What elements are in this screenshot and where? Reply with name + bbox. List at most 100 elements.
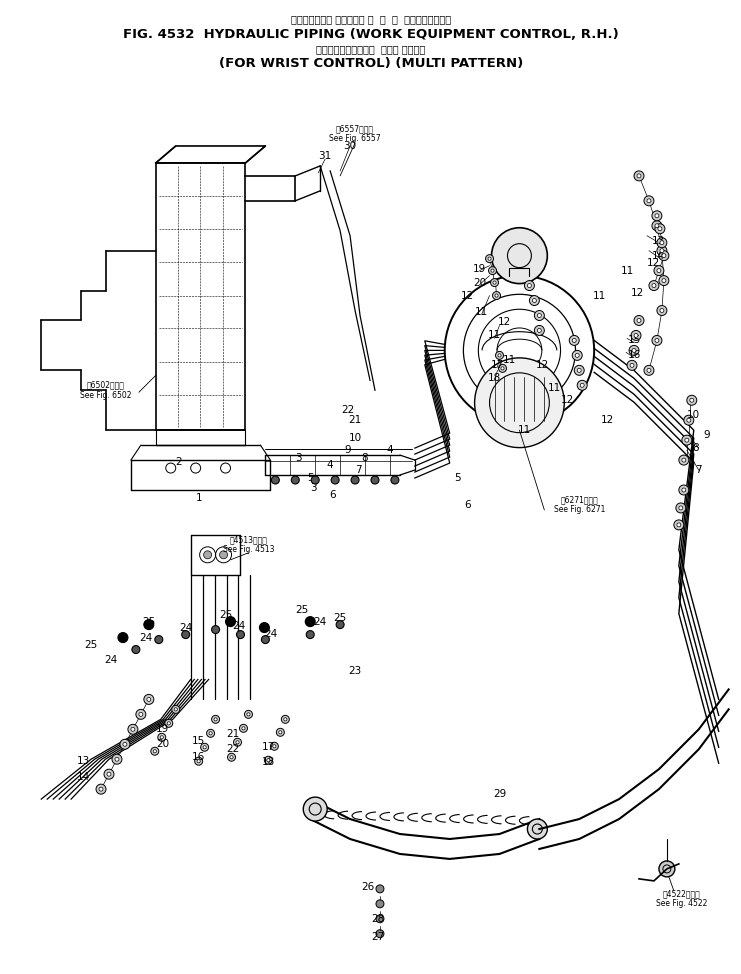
Text: 24: 24: [139, 632, 153, 643]
Circle shape: [120, 739, 130, 749]
Circle shape: [165, 720, 173, 728]
Text: 22: 22: [226, 744, 239, 754]
Circle shape: [151, 747, 159, 755]
Circle shape: [634, 316, 644, 325]
Circle shape: [331, 476, 339, 484]
Circle shape: [212, 715, 219, 724]
Circle shape: [658, 227, 662, 231]
Text: 25: 25: [296, 605, 309, 615]
Text: 6: 6: [465, 500, 471, 510]
Circle shape: [284, 718, 287, 721]
Circle shape: [684, 415, 694, 426]
Circle shape: [311, 476, 319, 484]
Text: 1: 1: [196, 493, 202, 503]
Circle shape: [147, 697, 151, 701]
Text: 12: 12: [600, 415, 614, 426]
Circle shape: [652, 210, 662, 221]
Circle shape: [247, 713, 250, 716]
Text: 13: 13: [76, 756, 90, 767]
Text: See Fig. 6557: See Fig. 6557: [329, 134, 381, 143]
Circle shape: [139, 712, 143, 716]
Circle shape: [391, 476, 399, 484]
Circle shape: [305, 617, 315, 626]
Text: 30: 30: [344, 141, 356, 151]
Text: 11: 11: [620, 266, 634, 276]
Text: 25: 25: [84, 640, 98, 650]
Circle shape: [376, 900, 384, 908]
Text: 12: 12: [536, 360, 549, 370]
Circle shape: [577, 380, 587, 391]
Text: ハイドロリック パイピング 作  業  機  コントロール，右: ハイドロリック パイピング 作 業 機 コントロール，右: [291, 15, 451, 24]
Circle shape: [534, 325, 545, 335]
Circle shape: [474, 357, 564, 448]
Text: 10: 10: [348, 433, 362, 443]
Text: 18: 18: [488, 373, 501, 384]
Text: 11: 11: [593, 290, 605, 301]
Text: 15: 15: [628, 335, 641, 346]
Circle shape: [167, 722, 170, 725]
Circle shape: [687, 395, 697, 405]
Circle shape: [682, 488, 686, 492]
Circle shape: [580, 384, 584, 388]
Circle shape: [491, 279, 499, 286]
Circle shape: [528, 819, 548, 839]
Circle shape: [629, 346, 639, 356]
Circle shape: [488, 257, 491, 260]
Circle shape: [572, 351, 582, 360]
Circle shape: [376, 884, 384, 893]
Circle shape: [676, 503, 686, 513]
Text: (FOR WRIST CONTROL) (MULTI PATTERN): (FOR WRIST CONTROL) (MULTI PATTERN): [219, 56, 523, 70]
Circle shape: [662, 253, 666, 258]
Circle shape: [655, 213, 659, 218]
Circle shape: [207, 730, 215, 737]
Text: 17: 17: [491, 360, 504, 370]
Text: 6: 6: [329, 490, 336, 500]
Circle shape: [637, 174, 641, 178]
Circle shape: [657, 269, 661, 273]
Text: 12: 12: [561, 395, 574, 405]
Circle shape: [690, 398, 694, 402]
Circle shape: [529, 295, 539, 306]
Circle shape: [649, 281, 659, 290]
Circle shape: [376, 930, 384, 938]
Text: 7: 7: [355, 465, 362, 475]
Circle shape: [128, 725, 138, 734]
Text: 19: 19: [156, 725, 170, 734]
Circle shape: [195, 757, 202, 766]
Text: 12: 12: [631, 287, 644, 297]
Circle shape: [123, 742, 127, 746]
Text: 28: 28: [371, 914, 385, 923]
Circle shape: [657, 306, 667, 316]
Circle shape: [291, 476, 299, 484]
Circle shape: [499, 364, 507, 372]
Circle shape: [654, 266, 664, 276]
Circle shape: [537, 328, 542, 332]
Circle shape: [242, 727, 245, 730]
Text: 20: 20: [156, 739, 170, 749]
Text: See Fig. 4513: See Fig. 4513: [223, 545, 274, 554]
Circle shape: [496, 352, 503, 359]
Circle shape: [634, 170, 644, 181]
Circle shape: [233, 738, 242, 746]
Text: 19: 19: [473, 264, 486, 274]
Circle shape: [262, 636, 270, 644]
Circle shape: [662, 279, 666, 282]
Circle shape: [371, 476, 379, 484]
Circle shape: [682, 458, 686, 462]
Text: 3: 3: [295, 453, 302, 463]
Circle shape: [644, 196, 654, 206]
Circle shape: [303, 797, 328, 821]
Circle shape: [227, 753, 236, 762]
Circle shape: [239, 725, 247, 732]
Text: 31: 31: [319, 151, 332, 161]
Text: 24: 24: [232, 620, 245, 630]
Text: 21: 21: [226, 730, 239, 739]
Circle shape: [259, 622, 270, 632]
Circle shape: [644, 365, 654, 375]
Text: 22: 22: [342, 405, 355, 415]
Text: 12: 12: [648, 258, 660, 268]
Circle shape: [679, 506, 682, 510]
Circle shape: [104, 769, 114, 779]
Circle shape: [657, 238, 667, 247]
Text: 24: 24: [104, 655, 118, 664]
